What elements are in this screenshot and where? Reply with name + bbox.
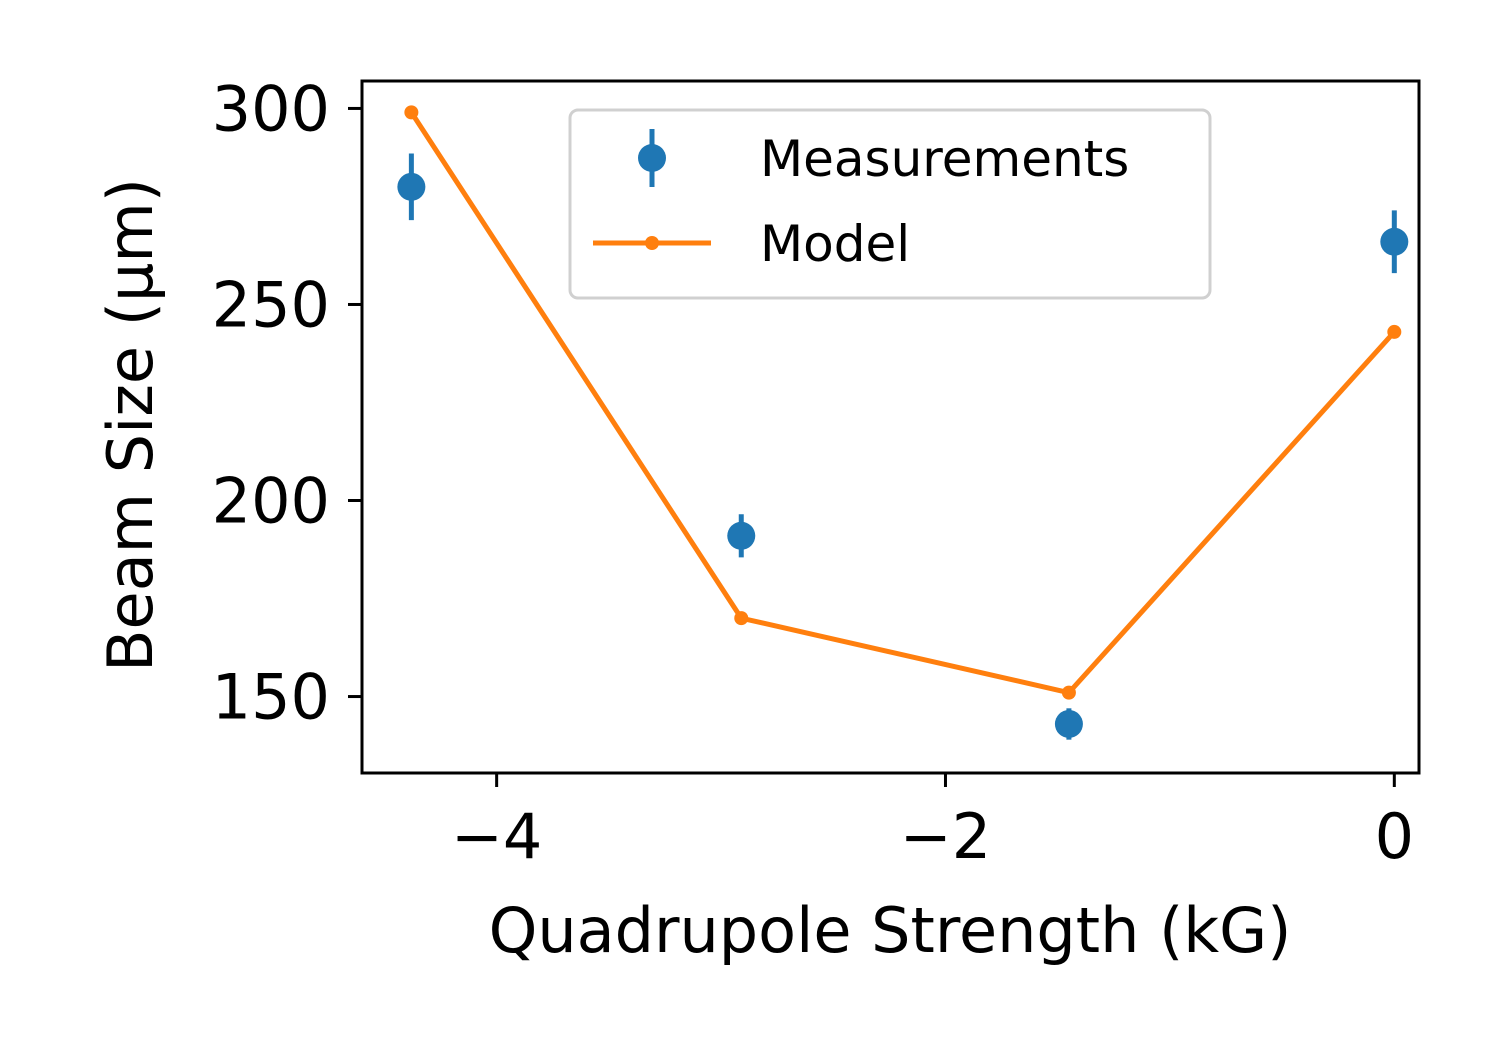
legend-model-marker <box>645 236 659 250</box>
plot-frame <box>360 79 1421 775</box>
model-point <box>1387 324 1402 339</box>
x-axis-title: Quadrupole Strength (kG) <box>489 894 1292 967</box>
plot-area <box>397 105 1409 740</box>
x-tick-label: 0 <box>1375 800 1414 873</box>
legend-frame <box>568 108 1212 300</box>
model-point <box>1061 685 1076 700</box>
y-axis: 150 200 250 300 <box>212 72 362 734</box>
measurement-point <box>397 172 426 201</box>
x-axis: −4 −2 0 <box>451 773 1414 873</box>
model-point <box>734 611 749 626</box>
y-tick-label: 150 <box>212 661 330 734</box>
legend-measurements-marker <box>638 144 666 172</box>
legend-entry-model: Model <box>593 215 910 273</box>
model-line <box>409 110 1397 696</box>
model-point <box>404 105 419 120</box>
x-tick-label: −4 <box>451 800 542 873</box>
legend-entry-measurements: Measurements <box>638 129 1129 188</box>
y-tick-label: 250 <box>212 268 330 341</box>
y-tick-label: 200 <box>212 465 330 538</box>
measurement-point <box>1054 709 1083 738</box>
y-axis-title: Beam Size (μm) <box>94 178 167 672</box>
x-tick-label: −2 <box>900 800 991 873</box>
legend: Measurements Model <box>568 108 1212 300</box>
y-tick-label: 300 <box>212 72 330 145</box>
legend-measurements-label: Measurements <box>760 130 1129 188</box>
legend-model-label: Model <box>760 215 910 273</box>
measurement-point <box>1380 227 1409 256</box>
measurement-point <box>727 521 756 550</box>
